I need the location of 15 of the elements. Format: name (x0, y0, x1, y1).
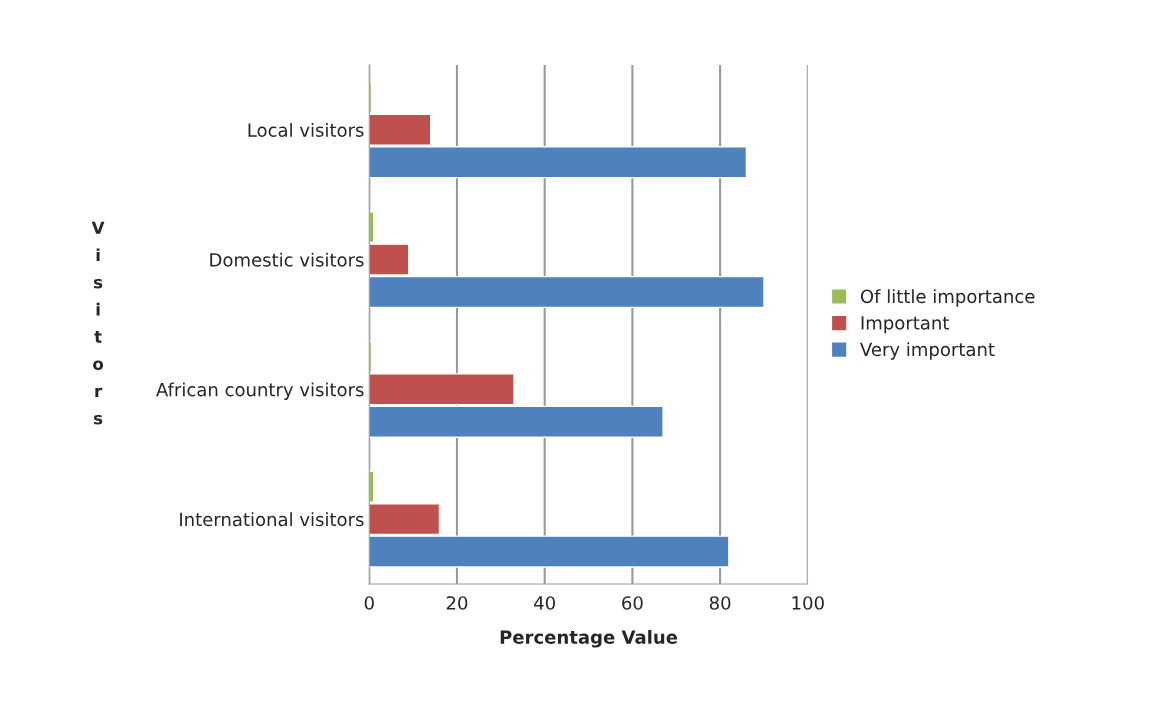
x-tick-label: 100 (792, 596, 824, 610)
x-tick-label: 20 (446, 596, 468, 610)
x-tick-label: 60 (622, 596, 643, 610)
x-tick-label: 40 (534, 596, 555, 610)
y-tick-label: African country visitors (156, 382, 364, 400)
y-tick-label: Domestic visitors (210, 252, 364, 267)
x-tick-label: 0 (364, 596, 374, 610)
legend-label: Of little importance (860, 289, 1035, 307)
legend-label: Very important (860, 342, 995, 360)
x-axis-title: Percentage Value (500, 629, 678, 648)
y-axis-title: Visitors (91, 221, 105, 425)
x-tick-label: 80 (709, 596, 731, 610)
y-tick-label: Local visitors (248, 122, 364, 137)
y-tick-label: International visitors (180, 512, 364, 527)
legend-label: Important (861, 316, 949, 334)
